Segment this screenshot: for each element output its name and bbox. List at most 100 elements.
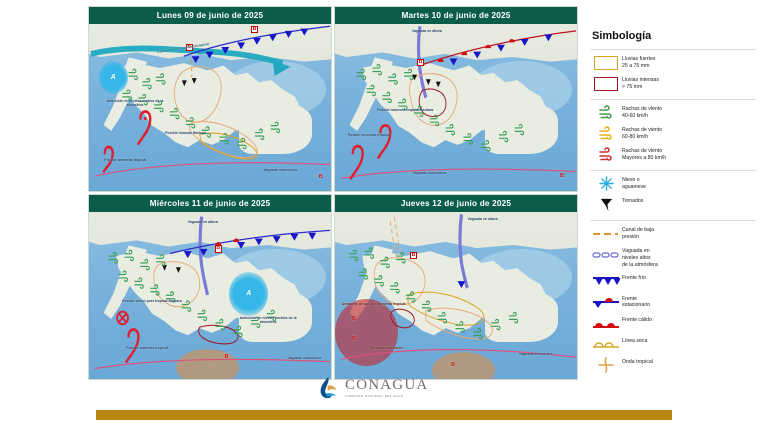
panel-title-tuesday: Martes 10 de junio de 2025 [335,7,577,24]
map-annotation: Vaguada en altura [187,220,218,225]
post-tropical-cyclone-symbol [116,310,129,326]
map-annotation: Ambiente de posible tormenta tropical [341,302,406,307]
legend-divider [590,220,756,221]
legend-label: Lluvias fuertes 25 a 75 mm [622,56,656,69]
low-pressure-marker: B [214,245,222,253]
stationary-front-line [419,30,577,67]
low-pressure-marker: B [224,353,229,360]
legend-item-warm-front[interactable]: Frente cálido [582,311,764,332]
tornado-markers [181,78,197,87]
rain-contour-gold [199,132,258,160]
legend-item-stationary-front[interactable]: Frente estacionario [582,290,764,311]
legend-item-wind-over-80[interactable]: Rachas de viento Mayores a 80 km/h [582,142,764,163]
low-pressure-marker: B [417,59,425,67]
legend-item-rain-heavy[interactable]: Lluvias fuertes 25 a 75 mm [582,50,764,71]
legend-item-rain-intense[interactable]: Lluvias intensas > 75 mm [582,71,764,92]
legend-divider [590,99,756,100]
tornado-markers [162,264,181,274]
legend-divider [590,170,756,171]
wind-gust-symbols [114,68,281,150]
map-annotation: Formación de ciclón [368,345,403,350]
forecast-panel-monday[interactable]: Lunes 09 de junio de 2025 [88,6,332,192]
map-canvas-tuesday[interactable]: B B Vaguada en altura Posible tormenta t… [335,24,577,191]
stationary-front-icon [590,294,622,311]
panel-title-thursday: Jueves 12 de junio de 2025 [335,195,577,212]
upper-level-trough [198,216,210,296]
wind-gust-symbols [348,247,519,340]
legend-panel: Simbología Lluvias fuertes 25 a 75 mm Ll… [582,6,764,380]
legend-item-wind-40-60[interactable]: Rachas de viento 40-60 km/h [582,100,764,121]
wind-gust-red-icon [590,146,622,163]
low-pressure-marker: B [185,44,193,52]
rain-contour-gold [407,291,485,326]
rain-heavy-box-icon [590,54,622,71]
wind-gust-yellow-icon [590,125,622,142]
forecast-panel-wednesday[interactable]: Miércoles 11 de junio de 2025 [88,194,332,380]
legend-label: Rachas de viento Mayores a 80 km/h [622,148,667,161]
map-annotation: Anticiclón en niveles medios de la atmós… [239,315,297,324]
map-canvas-thursday[interactable]: B B B B Vaguada en altura Ambiente de po… [335,212,577,379]
cold-front-line [169,229,331,255]
stationary-front-symbols [437,34,553,66]
upper-level-trough-icon [590,246,622,263]
rain-contour-intense [418,88,447,118]
monsoon-trough [340,168,577,179]
map-annotation: Posible huracán Barbara [165,130,207,135]
legend-item-wind-60-80[interactable]: Rachas de viento 60-80 km/h [582,121,764,142]
low-pressure-marker: B [560,172,564,179]
legend-item-low-trough[interactable]: Canal de baja presión [582,221,764,242]
conagua-logo: CONAGUA COMISIÓN NACIONAL DEL AGUA [318,373,468,403]
upper-level-trough [458,214,469,289]
legend-title: Simbología [592,30,652,42]
monsoon-trough [340,348,577,360]
map-canvas-wednesday[interactable]: A B B Vaguada en altura Posible ciclón p… [89,212,331,379]
legend-label: Frente frío [622,274,646,281]
tropical-cyclone-symbols [349,123,392,180]
snow-sleet-icon [590,175,622,192]
map-overlay-wednesday [94,216,331,370]
legend-label: Línea seca [622,337,648,344]
legend-label: Nieve o aguanieve [622,177,646,190]
map-annotation: Posible tormenta tropical [104,157,147,162]
low-pressure-marker: B [251,25,258,33]
tropical-cyclone-symbols [125,328,140,364]
upper-level-trough [416,26,428,99]
forecast-panel-grid: Lunes 09 de junio de 2025 [88,6,578,380]
legend-label: Rachas de viento 40-60 km/h [622,106,663,119]
low-pressure-marker: B [351,315,356,322]
precip-area-orange [431,352,495,379]
tornado-icon [590,196,622,213]
conagua-wordmark: CONAGUA COMISIÓN NACIONAL DEL AGUA [345,377,428,398]
legend-label: Onda tropical [622,358,653,365]
rain-intense-box-icon [590,75,622,92]
rain-contour-heavy [153,261,201,308]
rain-contour-heavy [373,257,493,340]
legend-item-tornado[interactable]: Tornados [582,192,764,213]
wind-gust-green-icon [590,104,622,121]
legend-label: Vaguada en niveles altos de la atmósfera [622,248,658,268]
forecast-panel-tuesday[interactable]: Martes 10 de junio de 2025 [334,6,578,192]
legend-item-snow[interactable]: Nieve o aguanieve [582,171,764,192]
legend-label: Lluvias intensas > 75 mm [622,77,659,90]
dry-line-icon [590,336,622,353]
landmass-yucatan [485,104,558,155]
legend-item-tropical-wave[interactable]: Onda tropical [582,353,764,374]
warm-front-bumps [215,238,240,246]
low-pressure-marker: B [410,252,417,260]
low-pressure-trough-dashed [389,216,401,256]
forecast-panel-thursday[interactable]: Jueves 12 de junio de 2025 [334,194,578,380]
legend-label: Frente estacionario [622,295,650,309]
panel-title-monday: Lunes 09 de junio de 2025 [89,7,331,24]
legend-label: Frente cálido [622,316,652,323]
conagua-water-drop-icon [320,377,337,399]
cold-front-pennants [183,232,317,259]
low-pressure-marker: B [351,335,356,342]
map-annotation: Vaguada monzónica [519,352,553,357]
legend-item-cold-front[interactable]: Frente frío [582,269,764,290]
legend-item-upper-trough[interactable]: Vaguada en niveles altos de la atmósfera [582,242,764,269]
legend-item-dry-line[interactable]: Línea seca [582,332,764,353]
map-annotation: Vaguada en altura [412,29,442,33]
map-canvas-monday[interactable]: A B B B Anticiclón en niveles medios de … [89,24,331,191]
rain-contour-heavy [409,73,458,126]
